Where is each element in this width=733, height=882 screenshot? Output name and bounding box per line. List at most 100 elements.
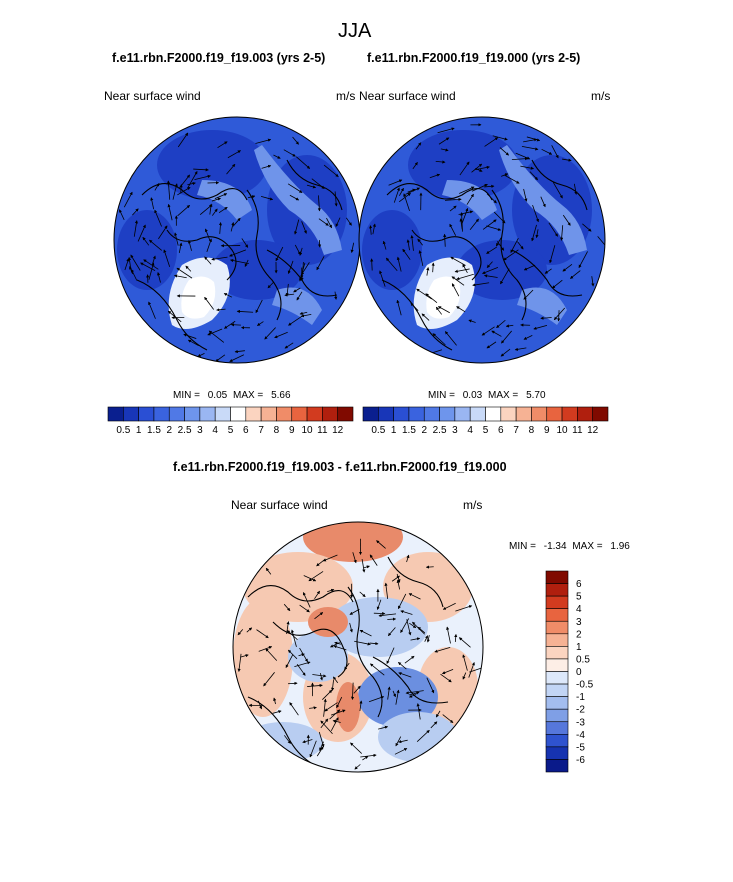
wind-vector bbox=[133, 220, 138, 237]
wind-vector bbox=[140, 262, 156, 271]
wind-vector bbox=[484, 184, 495, 188]
colorbar-swatch bbox=[546, 406, 563, 422]
colorbar-tick-label: 10 bbox=[302, 425, 314, 436]
wind-vector bbox=[426, 677, 435, 694]
wind-vector bbox=[350, 742, 362, 754]
wind-vector bbox=[412, 161, 418, 170]
wind-vector bbox=[289, 194, 300, 201]
wind-vector bbox=[406, 619, 412, 636]
colorbar-tick-label: 12 bbox=[332, 425, 344, 436]
colorbar-swatch bbox=[199, 406, 216, 422]
wind-vector bbox=[294, 219, 300, 235]
colorbar-swatch bbox=[378, 406, 394, 422]
wind-vector bbox=[211, 256, 228, 261]
wind-vector bbox=[501, 330, 512, 344]
wind-vector bbox=[157, 271, 161, 283]
wind-vector bbox=[237, 629, 244, 636]
wind-vector bbox=[408, 694, 416, 698]
wind-vector bbox=[441, 668, 454, 675]
wind-vector bbox=[523, 289, 534, 300]
wind-vector bbox=[540, 196, 546, 208]
colorbar-tick-label: 4 bbox=[212, 425, 218, 436]
wind-vector bbox=[437, 127, 455, 134]
wind-vector bbox=[148, 301, 156, 319]
wind-vector bbox=[459, 186, 475, 194]
max-value: 1.96 bbox=[610, 541, 630, 552]
wind-vector bbox=[431, 262, 435, 273]
colorbar-swatch bbox=[561, 406, 578, 422]
wind-vector bbox=[183, 333, 197, 339]
wind-vector bbox=[247, 195, 256, 199]
wind-vector bbox=[408, 593, 421, 600]
wind-vector bbox=[352, 552, 357, 564]
wind-vector bbox=[510, 237, 519, 254]
wind-vector bbox=[124, 258, 130, 271]
wind-vector bbox=[150, 197, 155, 210]
max-label: MAX = bbox=[487, 390, 519, 401]
wind-vector bbox=[384, 582, 389, 600]
wind-vector bbox=[548, 222, 558, 237]
colorbar-swatch bbox=[545, 620, 569, 635]
wind-vector bbox=[218, 206, 228, 214]
wind-vector bbox=[378, 613, 397, 618]
wind-vector bbox=[493, 211, 506, 224]
coastline bbox=[511, 249, 583, 297]
wind-vector bbox=[520, 165, 535, 170]
wind-vector bbox=[449, 205, 457, 212]
wind-vector bbox=[515, 152, 531, 160]
colorbar-swatch bbox=[230, 406, 247, 422]
wind-vector bbox=[132, 208, 139, 216]
wind-vector bbox=[398, 187, 404, 196]
wind-vector bbox=[349, 622, 353, 633]
wind-vector bbox=[177, 187, 191, 196]
wind-vector bbox=[176, 267, 193, 279]
wind-vector bbox=[299, 647, 308, 663]
low-speed-region bbox=[157, 130, 267, 200]
wind-vector bbox=[177, 132, 189, 148]
wind-vector bbox=[306, 184, 317, 189]
wind-vector bbox=[486, 246, 497, 254]
wind-vector bbox=[273, 154, 281, 159]
wind-vector bbox=[295, 156, 311, 169]
colorbar-swatch bbox=[408, 406, 425, 422]
colorbar-swatch bbox=[545, 734, 569, 748]
wind-vector bbox=[435, 710, 441, 718]
wind-vector bbox=[378, 725, 389, 730]
wind-vector bbox=[444, 331, 457, 346]
wind-vector bbox=[154, 182, 160, 191]
colorbar-swatch bbox=[531, 406, 548, 422]
wind-vector bbox=[236, 309, 254, 314]
wind-vector bbox=[320, 720, 333, 735]
wind-vector bbox=[131, 269, 138, 281]
wind-vector bbox=[462, 672, 467, 680]
wind-vector bbox=[544, 268, 552, 274]
colorbar-swatch bbox=[545, 633, 569, 647]
wind-vector bbox=[400, 610, 413, 615]
wind-vector bbox=[475, 165, 490, 171]
coastline bbox=[411, 229, 482, 281]
wind-vector bbox=[275, 246, 284, 262]
wind-vector bbox=[523, 188, 528, 202]
wind-vector bbox=[303, 575, 317, 582]
wind-vector bbox=[442, 714, 454, 724]
wind-vector bbox=[514, 347, 527, 351]
coastline bbox=[247, 585, 354, 603]
low-speed-region bbox=[408, 130, 518, 200]
colorbar-tick-label: 0.5 bbox=[371, 425, 385, 436]
wind-vector bbox=[327, 588, 335, 592]
colorbar-swatch bbox=[545, 683, 569, 697]
wind-vector bbox=[261, 164, 272, 169]
wind-vector bbox=[362, 755, 369, 761]
wind-vector bbox=[435, 160, 446, 164]
wind-vector bbox=[267, 281, 274, 289]
wind-vector bbox=[223, 320, 236, 329]
wind-vector bbox=[173, 274, 187, 279]
colorbar-swatch bbox=[454, 406, 471, 422]
wind-vector bbox=[178, 242, 183, 254]
coastline bbox=[381, 279, 453, 351]
wind-vector bbox=[312, 674, 327, 678]
coastline bbox=[387, 556, 444, 608]
wind-vector bbox=[207, 328, 223, 336]
left-panel-variable-label: Near surface wind bbox=[104, 89, 201, 103]
wind-vector bbox=[496, 319, 506, 329]
